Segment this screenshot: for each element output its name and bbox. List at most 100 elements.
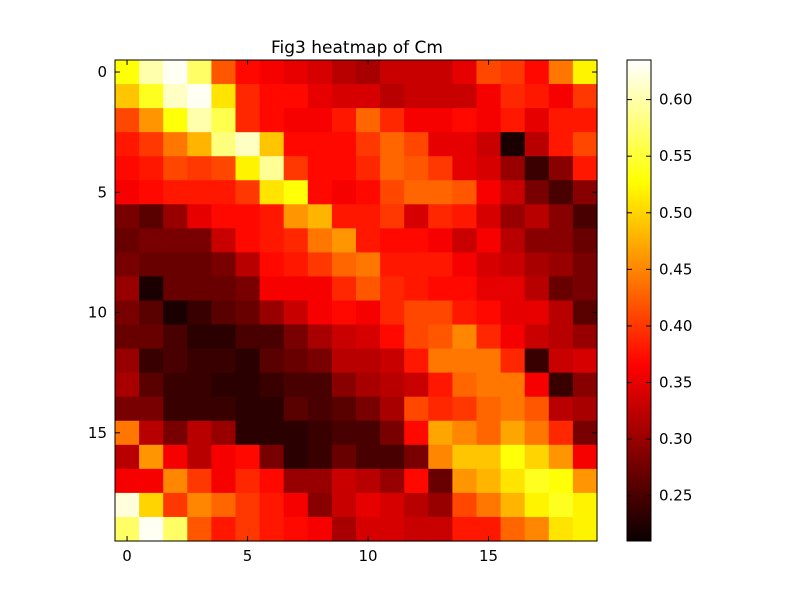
- heatmap-cell: [331, 132, 357, 157]
- heatmap-cell: [259, 372, 285, 398]
- heatmap-cell: [356, 300, 381, 326]
- heatmap-cell: [187, 228, 212, 253]
- heatmap-cell: [404, 300, 429, 326]
- x-tick-labels: 0 5 10 15: [122, 547, 498, 565]
- heatmap-cell: [428, 132, 453, 157]
- heatmap-cell: [500, 348, 526, 374]
- x-tick-label: 0: [122, 547, 132, 565]
- x-tick-label: 10: [359, 547, 378, 565]
- heatmap-cell: [211, 108, 237, 133]
- heatmap-cell: [139, 372, 164, 398]
- heatmap-cell: [404, 132, 429, 157]
- heatmap-cell: [380, 444, 405, 470]
- heatmap-cell: [115, 156, 140, 181]
- heatmap-cell: [163, 492, 188, 518]
- heatmap-cell: [235, 396, 261, 422]
- heatmap-cell: [404, 396, 429, 422]
- heatmap-cell: [235, 276, 261, 302]
- heatmap-cell: [572, 204, 598, 229]
- heatmap-cell: [404, 324, 429, 350]
- heatmap-cell: [283, 420, 309, 446]
- heatmap-cell: [139, 492, 164, 518]
- heatmap-cell: [428, 324, 453, 350]
- heatmap-cell: [163, 228, 188, 253]
- y-tick-label: 0: [97, 63, 107, 81]
- heatmap-cell: [572, 156, 598, 181]
- colorbar-tick-label: 0.35: [659, 374, 692, 392]
- heatmap-cell: [235, 108, 261, 133]
- heatmap-cell: [307, 108, 333, 133]
- heatmap-cell: [139, 444, 164, 470]
- heatmap-cell: [139, 348, 164, 374]
- heatmap-cell: [211, 252, 237, 278]
- heatmap-cell: [187, 372, 212, 398]
- heatmap-cell: [283, 156, 309, 181]
- heatmap-cell: [548, 492, 574, 518]
- heatmap-cell: [187, 324, 212, 350]
- heatmap-cell: [163, 204, 188, 229]
- heatmap-cell: [356, 348, 381, 374]
- heatmap-cell: [307, 300, 333, 326]
- heatmap-cell: [500, 516, 526, 542]
- heatmap-cell: [548, 468, 574, 494]
- heatmap-cell: [452, 324, 478, 350]
- heatmap-cell: [307, 252, 333, 278]
- heatmap-cell: [524, 324, 550, 350]
- heatmap-cell: [404, 228, 429, 253]
- heatmap-cell: [428, 348, 453, 374]
- heatmap-cell: [211, 420, 237, 446]
- heatmap-cell: [283, 492, 309, 518]
- heatmap-cell: [428, 180, 453, 205]
- heatmap-cell: [524, 468, 550, 494]
- y-tick-labels: 0 5 10 15: [88, 63, 107, 442]
- heatmap-cell: [259, 300, 285, 326]
- heatmap-cell: [500, 60, 526, 85]
- heatmap-cell: [356, 204, 381, 229]
- heatmap-cell: [380, 300, 405, 326]
- heatmap-cell: [283, 180, 309, 205]
- heatmap-cell: [500, 228, 526, 253]
- heatmap-cell: [235, 444, 261, 470]
- heatmap-cell: [404, 444, 429, 470]
- heatmap-cell: [235, 348, 261, 374]
- colorbar-frame: [626, 59, 652, 542]
- heatmap-cell: [187, 348, 212, 374]
- heatmap-cell: [115, 204, 140, 229]
- heatmap-cell: [211, 156, 237, 181]
- heatmap-cell: [331, 348, 357, 374]
- heatmap-cell: [548, 276, 574, 302]
- heatmap-cell: [500, 276, 526, 302]
- heatmap-cell: [356, 84, 381, 109]
- heatmap-cell: [187, 180, 212, 205]
- heatmap-cell: [163, 324, 188, 350]
- heatmap-cell: [380, 468, 405, 494]
- heatmap-cell: [476, 132, 502, 157]
- heatmap-cell: [187, 108, 212, 133]
- heatmap-cell: [139, 180, 164, 205]
- heatmap-cell: [307, 204, 333, 229]
- heatmap-cell: [187, 132, 212, 157]
- heatmap-cell: [524, 516, 550, 542]
- heatmap-cell: [452, 372, 478, 398]
- heatmap-cell: [380, 228, 405, 253]
- colorbar-tick-label: 0.30: [659, 430, 692, 448]
- heatmap-cell: [283, 204, 309, 229]
- heatmap-cell: [524, 252, 550, 278]
- heatmap-cell: [307, 132, 333, 157]
- heatmap-cell: [524, 60, 550, 85]
- heatmap-cell: [211, 180, 237, 205]
- heatmap-cell: [211, 60, 237, 85]
- heatmap-cell: [235, 300, 261, 326]
- heatmap-cell: [331, 372, 357, 398]
- heatmap-cell: [476, 228, 502, 253]
- heatmap-cell: [452, 252, 478, 278]
- heatmap-cell: [380, 108, 405, 133]
- heatmap-cell: [500, 132, 526, 157]
- heatmap-cell: [572, 228, 598, 253]
- heatmap-cell: [380, 492, 405, 518]
- heatmap-cell: [283, 132, 309, 157]
- heatmap-cell: [524, 348, 550, 374]
- heatmap-cell: [452, 60, 478, 85]
- heatmap-cell: [524, 300, 550, 326]
- heatmap-cell: [307, 156, 333, 181]
